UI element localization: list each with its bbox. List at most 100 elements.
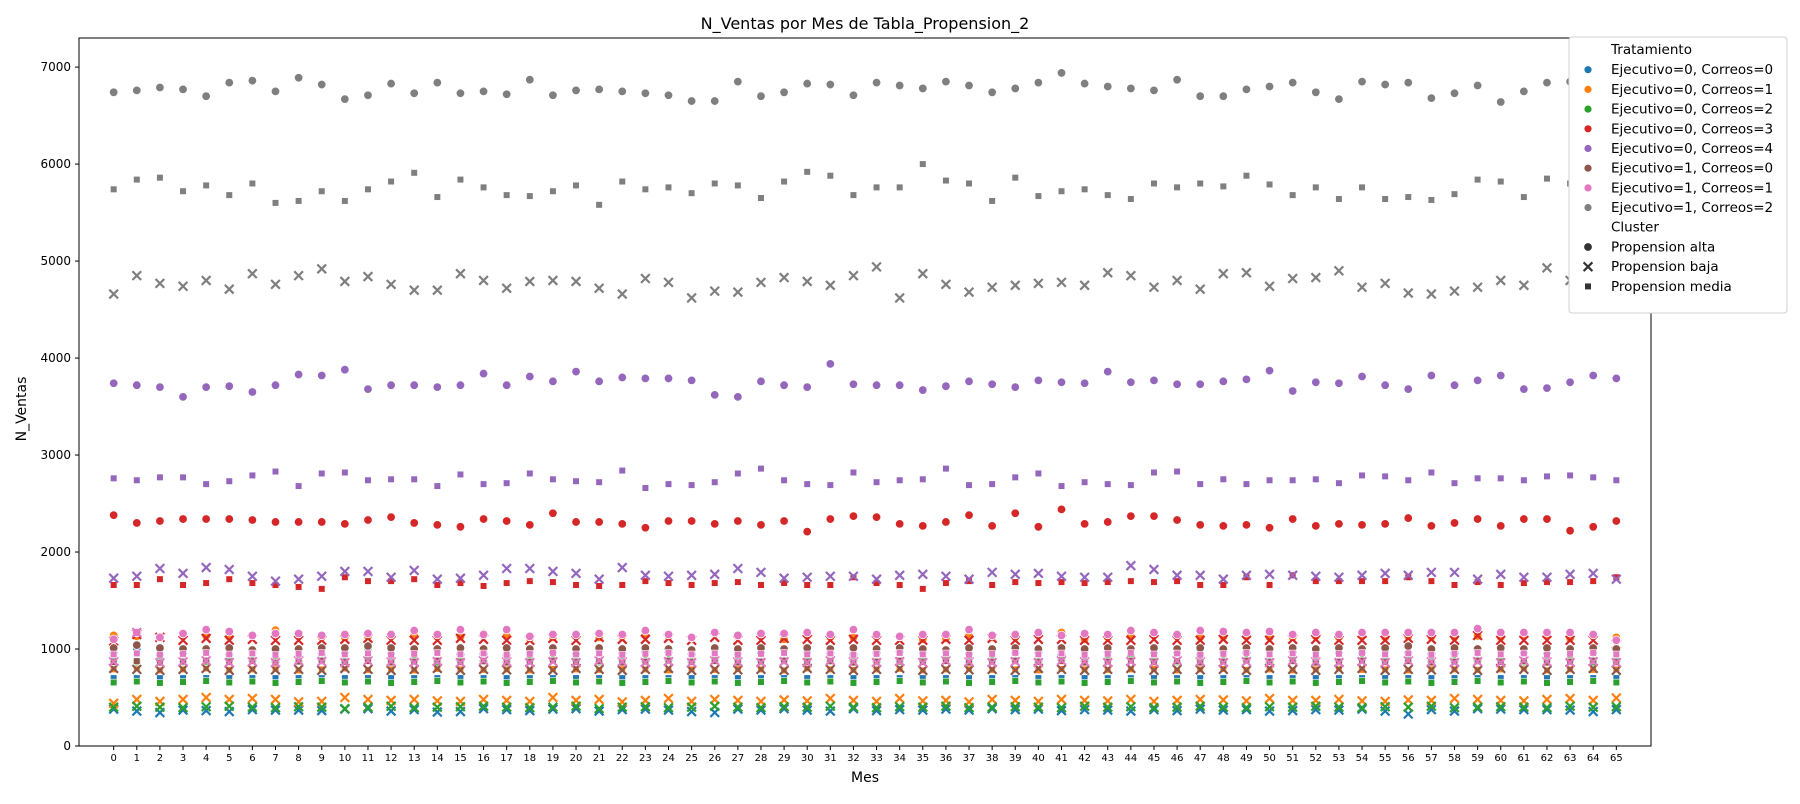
data-point [1495, 657, 1506, 668]
data-point [1264, 693, 1275, 704]
data-point [455, 701, 466, 712]
data-point [1148, 634, 1160, 645]
data-point [663, 571, 674, 582]
x-tick-label: 34 [893, 753, 906, 764]
data-point [732, 695, 744, 706]
data-point [1519, 514, 1529, 524]
data-point [525, 520, 535, 530]
data-point [501, 380, 512, 390]
data-point [363, 90, 373, 100]
data-point [757, 465, 765, 473]
data-point [1103, 629, 1113, 640]
data-point [733, 630, 743, 641]
data-point [318, 585, 326, 593]
data-point [1287, 273, 1298, 284]
data-point [709, 285, 720, 297]
data-point [432, 520, 443, 530]
data-point [1520, 677, 1528, 686]
data-point [802, 627, 812, 638]
data-point [802, 657, 813, 668]
data-point [1612, 650, 1620, 658]
data-point [919, 678, 927, 687]
data-point [802, 276, 813, 287]
data-point [1056, 694, 1067, 705]
data-point [1520, 193, 1528, 201]
data-point [409, 702, 420, 713]
data-point [456, 176, 465, 184]
data-point [478, 694, 489, 705]
data-point [1519, 384, 1529, 394]
data-point [755, 704, 767, 716]
data-point [1219, 650, 1227, 658]
data-point [1310, 665, 1321, 676]
data-point [432, 702, 443, 713]
data-point [177, 704, 189, 716]
data-point [1150, 468, 1158, 477]
data-point [1381, 650, 1389, 658]
data-point [177, 664, 189, 675]
data-point [1311, 87, 1321, 98]
data-point [1287, 514, 1298, 524]
data-point [572, 181, 580, 190]
data-point [1081, 185, 1089, 193]
data-point [1495, 701, 1506, 712]
data-point [248, 649, 256, 657]
data-point [547, 275, 559, 286]
data-point [1079, 519, 1090, 529]
data-point [1081, 679, 1089, 687]
x-tick-label: 44 [1124, 753, 1137, 764]
data-point [224, 635, 235, 646]
data-point [1218, 664, 1229, 675]
data-point [179, 473, 187, 481]
data-point [617, 86, 627, 97]
data-point [293, 635, 304, 646]
x-tick-label: 0 [110, 753, 116, 764]
data-point [1564, 635, 1576, 646]
data-point [132, 518, 142, 528]
data-point [1241, 656, 1252, 667]
data-point [734, 181, 742, 190]
data-point [1427, 577, 1435, 585]
data-point [1056, 277, 1067, 288]
data-point [1380, 627, 1390, 638]
data-point [1381, 678, 1389, 687]
data-point [1103, 81, 1113, 92]
data-point [455, 268, 466, 279]
data-point [526, 678, 534, 686]
data-point [385, 665, 397, 676]
data-point [779, 516, 789, 526]
x-tick-label: 57 [1425, 753, 1438, 764]
data-point [455, 88, 466, 98]
data-point [1150, 578, 1158, 586]
data-point [131, 701, 142, 712]
data-point [1564, 657, 1576, 668]
data-point [686, 702, 697, 713]
data-point [1588, 370, 1598, 381]
data-point [1403, 570, 1414, 581]
data-point [1010, 665, 1021, 676]
data-point [1056, 571, 1067, 582]
data-point [1195, 635, 1206, 646]
data-point [1565, 377, 1575, 388]
data-point [1474, 176, 1482, 184]
data-point [1219, 581, 1227, 589]
data-point [618, 177, 626, 186]
data-point [1034, 192, 1042, 200]
data-point [201, 91, 211, 101]
x-tick-label: 33 [870, 753, 883, 764]
data-point [1497, 678, 1505, 687]
data-point [756, 91, 766, 101]
data-point [478, 701, 489, 712]
data-point [1357, 371, 1367, 382]
data-point [1196, 179, 1204, 188]
data-point [871, 702, 882, 713]
data-point [432, 77, 443, 88]
data-point [919, 585, 927, 593]
data-point [341, 468, 349, 477]
data-point [1449, 88, 1460, 98]
data-point [849, 651, 858, 659]
data-point [386, 643, 396, 653]
data-point [1079, 665, 1090, 676]
data-point [1011, 174, 1019, 182]
